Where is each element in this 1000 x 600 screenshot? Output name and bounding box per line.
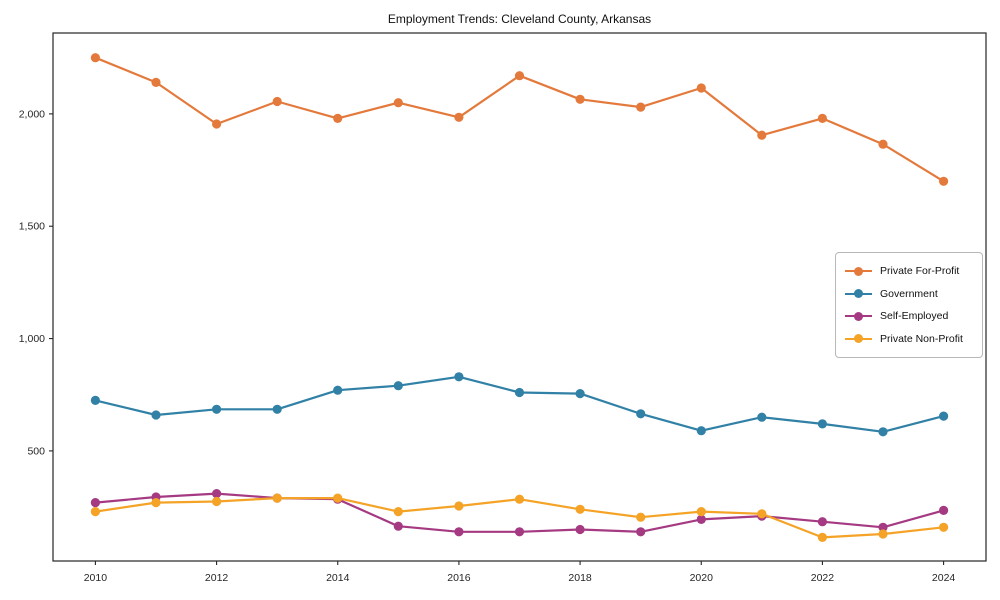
x-tick-label: 2010 (84, 572, 108, 584)
data-point-private-non-profit (817, 532, 828, 543)
data-point-self-employed (878, 522, 888, 532)
legend: Private For-Profit Government Self-Employe… (835, 252, 983, 358)
data-point-government (817, 419, 828, 429)
data-point-private-for-profit (393, 98, 403, 108)
data-point-private-for-profit (454, 112, 464, 122)
x-tick-label: 2022 (811, 572, 835, 584)
legend-marker-icon (845, 334, 872, 344)
chart-title: Employment Trends: Cleveland County, Ark… (387, 12, 652, 26)
legend-label: Self-Employed (880, 310, 949, 323)
data-point-private-non-profit (393, 507, 403, 517)
legend-marker-icon (845, 266, 872, 276)
data-point-private-non-profit (939, 522, 949, 532)
x-tick-label: 2016 (447, 572, 471, 584)
data-point-self-employed (817, 517, 828, 527)
data-point-private-non-profit (636, 512, 646, 522)
x-tick-label: 2020 (690, 572, 714, 584)
series-line-government (95, 375, 944, 433)
data-point-private-for-profit (817, 113, 828, 123)
legend-item-self-employed: Self-Employed (845, 305, 974, 328)
data-point-private-non-profit (90, 507, 100, 517)
data-point-private-for-profit (272, 96, 282, 107)
data-point-government (393, 381, 403, 391)
legend-item-private-non-profit: Private Non-Profit (845, 328, 974, 351)
data-point-private-for-profit (575, 94, 585, 104)
legend-label: Government (880, 287, 938, 300)
data-point-self-employed (939, 505, 949, 515)
data-point-private-non-profit (757, 509, 767, 519)
data-point-private-for-profit (212, 119, 222, 129)
legend-label: Private Non-Profit (880, 332, 963, 345)
data-point-private-non-profit (333, 493, 343, 503)
y-tick-label: 1,500 (19, 221, 45, 233)
data-point-self-employed (454, 527, 464, 537)
data-point-self-employed (575, 524, 585, 535)
data-point-government (575, 389, 585, 399)
data-point-government (272, 404, 282, 414)
data-point-self-employed (212, 489, 222, 499)
data-point-private-non-profit (151, 498, 161, 508)
x-tick-label: 2014 (326, 572, 350, 584)
data-point-private-non-profit (514, 494, 525, 504)
legend-item-private-for-profit: Private For-Profit (845, 260, 974, 283)
data-point-private-for-profit (757, 130, 767, 140)
x-tick-label: 2018 (568, 572, 592, 584)
legend-marker-icon (845, 311, 872, 321)
x-tick-label: 2024 (932, 572, 956, 584)
data-point-private-for-profit (90, 53, 100, 63)
data-point-private-for-profit (151, 77, 161, 87)
legend-item-government: Government (845, 283, 974, 306)
data-point-self-employed (696, 514, 706, 525)
data-point-self-employed (90, 498, 100, 508)
data-point-private-for-profit (878, 139, 888, 149)
data-point-private-for-profit (939, 176, 949, 186)
data-point-government (151, 410, 161, 420)
data-point-private-for-profit (333, 113, 343, 123)
data-point-government (939, 411, 949, 421)
legend-label: Private For-Profit (880, 265, 960, 278)
data-point-self-employed (636, 527, 646, 537)
data-point-government (454, 372, 464, 382)
data-point-private-non-profit (575, 504, 585, 514)
data-point-private-non-profit (272, 493, 282, 503)
data-point-private-for-profit (514, 71, 525, 81)
data-point-private-non-profit (878, 529, 888, 539)
y-tick-label: 500 (27, 445, 45, 457)
data-point-government (757, 412, 767, 422)
x-tick-label: 2012 (205, 572, 229, 584)
axes-box (52, 32, 987, 562)
data-point-self-employed (514, 527, 525, 537)
data-point-government (212, 404, 222, 414)
y-tick-label: 2,000 (19, 108, 45, 120)
legend-marker-icon (845, 289, 872, 299)
data-point-private-non-profit (454, 501, 464, 511)
data-point-self-employed (393, 521, 403, 531)
data-point-government (90, 395, 100, 405)
data-point-government (514, 387, 525, 398)
data-point-private-non-profit (212, 496, 222, 507)
y-tick-label: 1,000 (19, 333, 45, 345)
data-point-government (333, 385, 343, 395)
data-point-private-for-profit (636, 102, 646, 112)
data-point-private-non-profit (696, 507, 706, 517)
data-point-government (878, 427, 888, 437)
data-point-private-for-profit (696, 83, 706, 93)
data-point-government (636, 409, 646, 419)
data-point-government (696, 426, 706, 436)
